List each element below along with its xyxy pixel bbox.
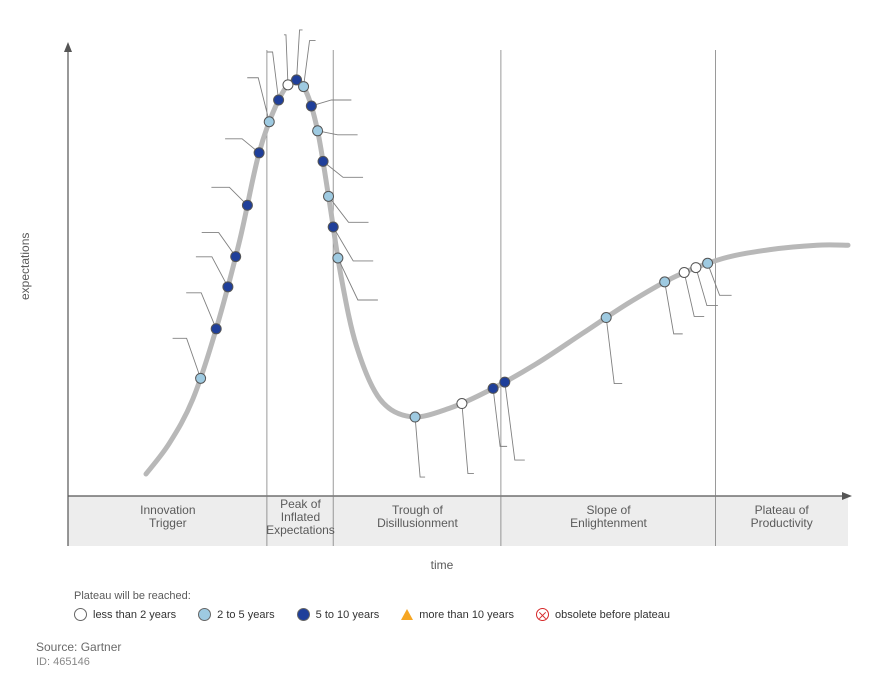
svg-text:Trough of: Trough of [392,503,444,517]
legend-item: obsolete before plateau [536,608,670,621]
hype-marker [410,412,425,477]
legend-label: less than 2 years [93,609,176,621]
legend-label: 5 to 10 years [316,609,380,621]
legend: less than 2 years 2 to 5 years 5 to 10 yea… [74,608,670,621]
hype-marker [186,293,221,334]
source-label: Source: Gartner [36,640,121,654]
svg-text:Slope of: Slope of [587,503,632,517]
hype-marker [225,139,264,158]
hype-marker [660,277,683,334]
svg-text:Disillusionment: Disillusionment [377,516,458,530]
svg-text:Inflated: Inflated [281,510,320,524]
legend-item: 2 to 5 years [198,608,274,621]
svg-text:Enlightenment: Enlightenment [570,516,647,530]
hype-marker [196,257,233,292]
hype-marker [601,313,622,384]
legend-title: Plateau will be reached: [74,590,191,602]
source-id: ID: 465146 [36,656,90,668]
svg-text:Peak of: Peak of [280,497,321,511]
hype-marker [679,267,704,316]
svg-text:Trigger: Trigger [149,516,187,530]
y-axis-label: expectations [18,233,32,300]
legend-swatch [536,608,549,621]
svg-text:Innovation: Innovation [140,503,195,517]
legend-item: 5 to 10 years [297,608,380,621]
hype-marker [292,30,303,85]
hype-marker [247,78,274,127]
svg-text:Productivity: Productivity [751,516,813,530]
legend-label: 2 to 5 years [217,609,274,621]
x-axis-label: time [0,558,884,572]
hype-marker [306,100,351,111]
legend-swatch [401,609,413,620]
legend-label: more than 10 years [419,609,514,621]
hype-marker [488,383,507,446]
hype-marker [457,399,474,474]
hype-marker [173,338,206,383]
legend-swatch [297,608,310,621]
hype-marker [313,126,358,136]
hype-marker [500,377,525,460]
hype-marker [691,263,718,306]
legend-item: more than 10 years [401,609,514,621]
svg-text:Plateau of: Plateau of [755,503,810,517]
hype-cycle-chart: { "chart": { "type": "hype-cycle", "widt… [0,0,884,684]
legend-label: obsolete before plateau [555,609,670,621]
hype-marker [703,258,732,295]
hype-marker [267,52,284,105]
svg-text:Expectations: Expectations [266,523,335,537]
legend-swatch [74,608,87,621]
chart-svg: InnovationTrigger Peak ofInflatedExpectat… [0,0,884,684]
legend-item: less than 2 years [74,608,176,621]
legend-swatch [198,608,211,621]
hype-marker [299,41,316,92]
